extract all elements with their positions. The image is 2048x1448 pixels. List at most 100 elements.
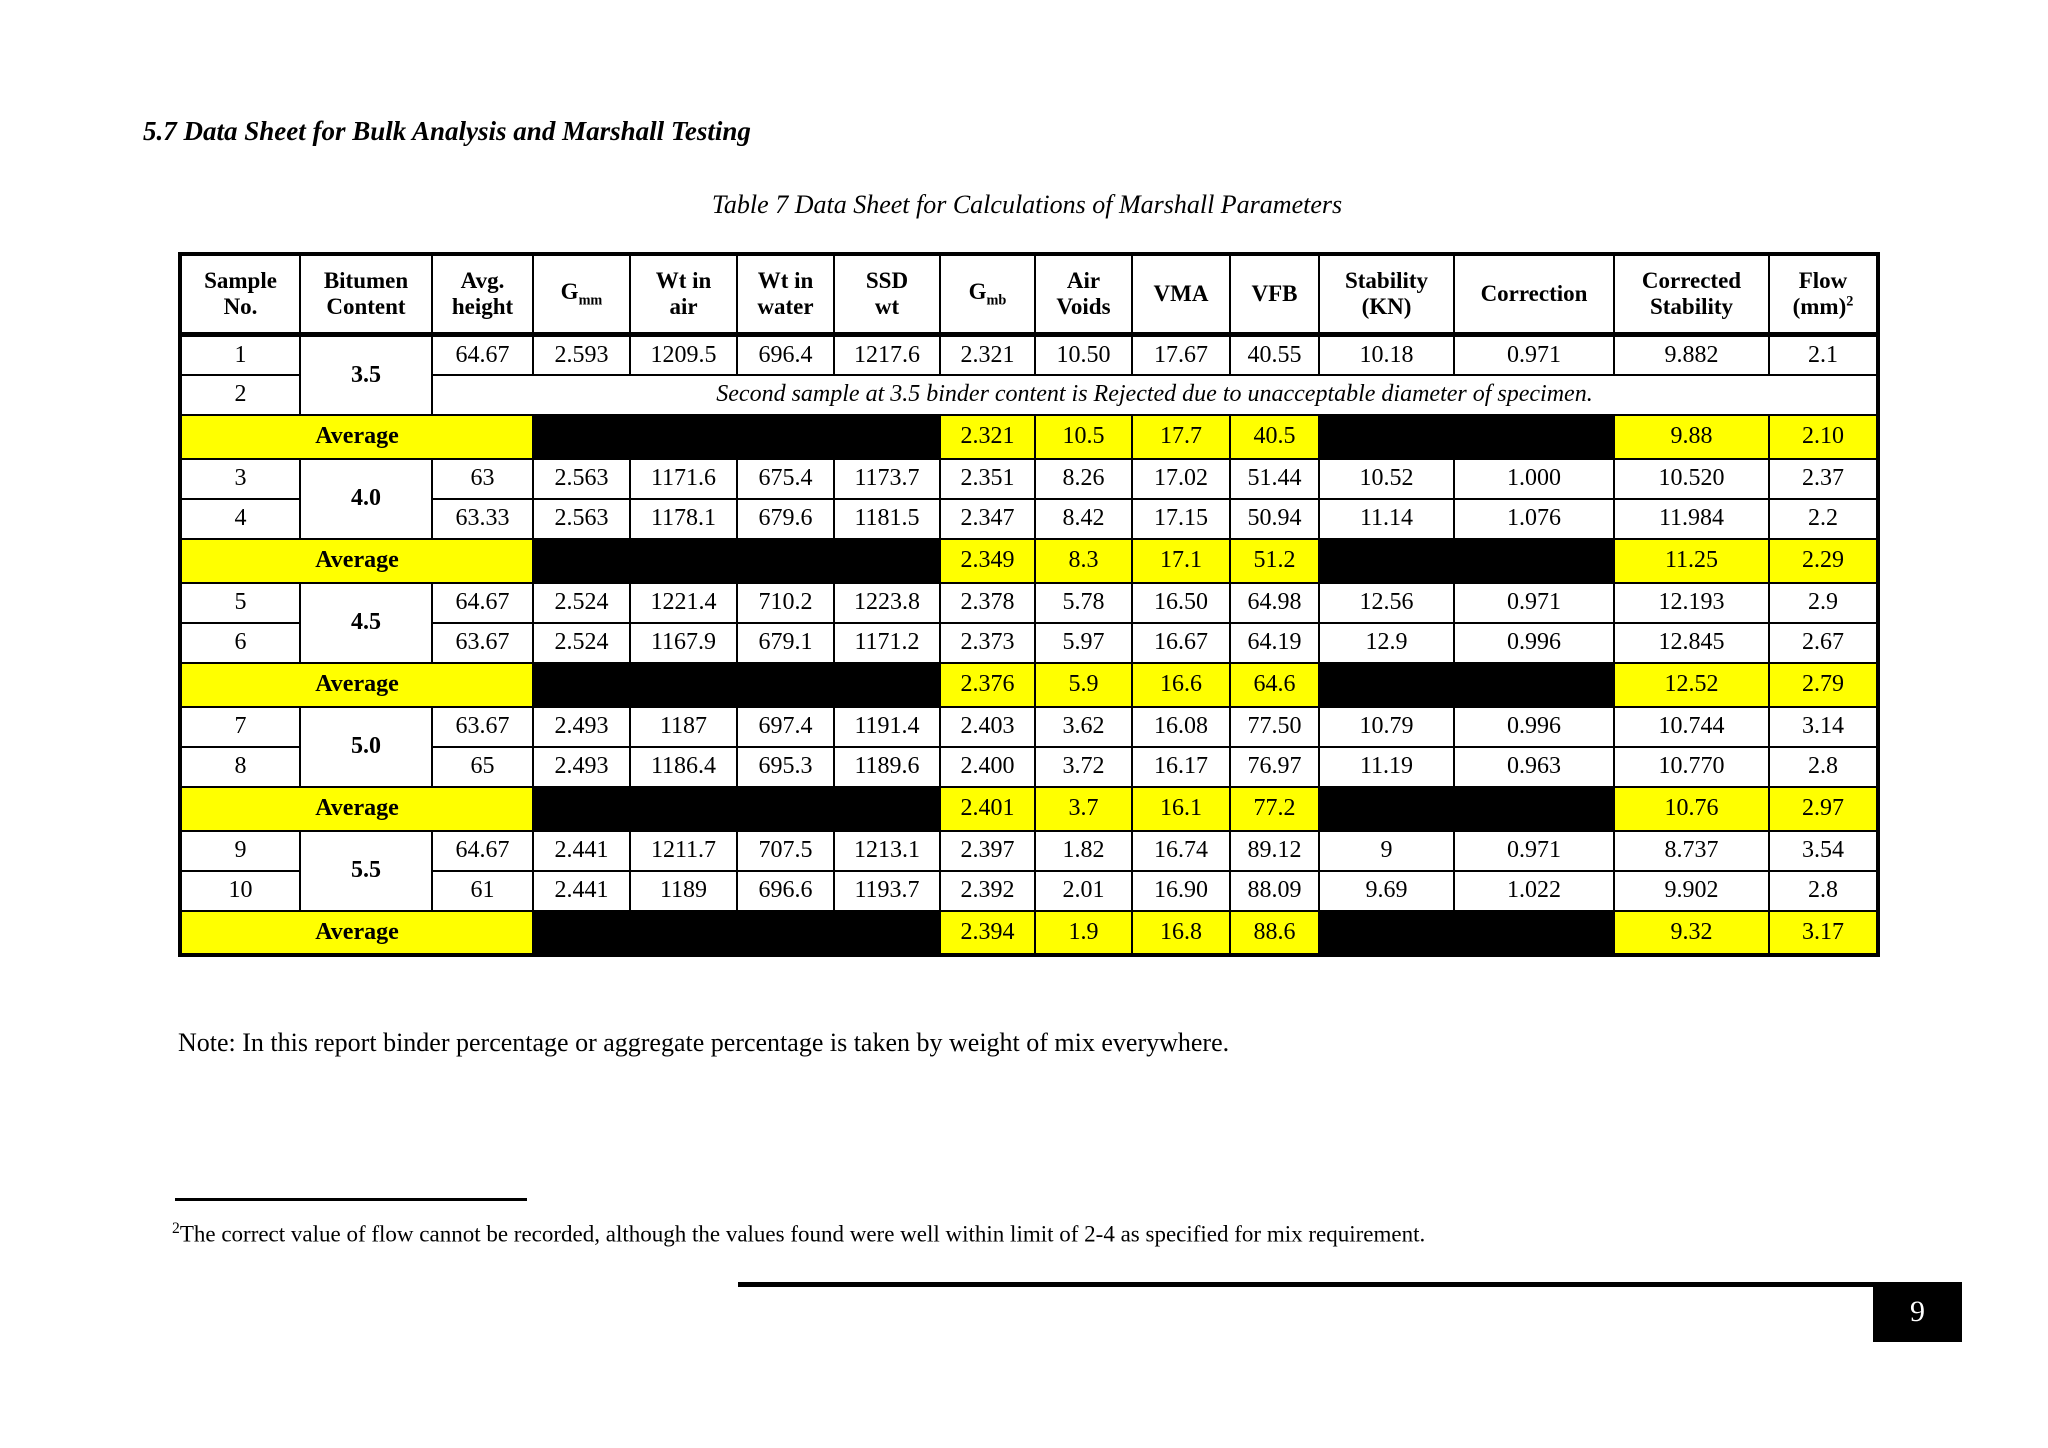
column-header: SSD wt (833, 253, 941, 337)
sample-no-cell: 2 (179, 373, 301, 416)
column-header: Gmb (939, 253, 1036, 337)
data-cell: 1211.7 (629, 829, 738, 872)
data-cell: 1186.4 (629, 745, 738, 788)
average-row: Average 2.401 3.7 16.1 77.2 10.76 2.97 (179, 785, 1879, 832)
bitumen-content-cell: 5.5 (299, 829, 433, 912)
data-cell: 76.97 (1229, 745, 1320, 788)
data-cell: 1181.5 (833, 497, 941, 540)
average-label-cell: Average (179, 537, 534, 584)
data-cell: 63 (431, 457, 534, 500)
data-cell: 16.67 (1131, 621, 1231, 664)
sample-row: 6 63.67 2.524 1167.9 679.1 1171.2 2.373 5.97 16.… (179, 621, 1879, 664)
sample-no-cell: 5 (179, 581, 301, 624)
average-value-cell: 2.97 (1768, 785, 1879, 832)
average-value-cell: 2.401 (939, 785, 1036, 832)
data-cell: 10.50 (1034, 333, 1133, 376)
average-value-cell: 11.25 (1613, 537, 1770, 584)
sample-row: 5 4.5 64.67 2.524 1221.4 710.2 1223.8 2.378 5.78… (179, 581, 1879, 664)
data-cell: 679.6 (736, 497, 835, 540)
average-row: Average 2.376 5.9 16.6 64.6 12.52 2.79 (179, 661, 1879, 708)
average-value-cell: 64.6 (1229, 661, 1320, 708)
data-cell: 64.98 (1229, 581, 1320, 624)
sample-no-cell: 10 (179, 869, 301, 912)
data-cell: 2.563 (532, 497, 631, 540)
data-cell: 12.845 (1613, 621, 1770, 664)
sample-no-cell: 6 (179, 621, 301, 664)
data-cell: 40.55 (1229, 333, 1320, 376)
data-cell: 1187 (629, 705, 738, 748)
page-number: 9 (1910, 1295, 1925, 1328)
data-cell: 1167.9 (629, 621, 738, 664)
data-cell: 2.8 (1768, 869, 1879, 912)
data-cell: 2.01 (1034, 869, 1133, 912)
column-header: Sample No. (179, 253, 301, 337)
marshall-parameters-table: Sample No. Bitumen Content Avg. height Gmm Wt i… (178, 252, 1880, 957)
data-cell: 10.744 (1613, 705, 1770, 748)
note-text: Note: In this report binder percentage o… (178, 1028, 1230, 1057)
data-cell: 1193.7 (833, 869, 941, 912)
blackout-cell (1318, 537, 1615, 584)
data-cell: 9.69 (1318, 869, 1455, 912)
page-number-box: 9 (1873, 1282, 1962, 1342)
data-cell: 696.6 (736, 869, 835, 912)
blackout-cell (532, 785, 941, 832)
data-cell: 2.441 (532, 829, 631, 872)
data-cell: 0.996 (1453, 705, 1615, 748)
data-cell: 12.193 (1613, 581, 1770, 624)
average-value-cell: 17.1 (1131, 537, 1231, 584)
column-header: Flow (mm)2 (1768, 253, 1879, 337)
data-cell: 1213.1 (833, 829, 941, 872)
data-cell: 2.8 (1768, 745, 1879, 788)
data-cell: 11.14 (1318, 497, 1455, 540)
data-cell: 9.902 (1613, 869, 1770, 912)
data-cell: 1191.4 (833, 705, 941, 748)
data-cell: 2.37 (1768, 457, 1879, 500)
sample-no-cell: 8 (179, 745, 301, 788)
data-cell: 3.54 (1768, 829, 1879, 872)
data-cell: 9.882 (1613, 333, 1770, 376)
footer-divider-line (738, 1282, 1961, 1287)
sample-row: 3 4.0 63 2.563 1171.6 675.4 1173.7 2.351 8.26 17.… (179, 457, 1879, 540)
data-cell: 1189 (629, 869, 738, 912)
blackout-cell (1318, 413, 1615, 460)
average-value-cell: 40.5 (1229, 413, 1320, 460)
section-title: 5.7 Data Sheet for Bulk Analysis and Mar… (143, 116, 751, 146)
sample-row: 4 63.33 2.563 1178.1 679.6 1181.5 2.347 8.42 17.… (179, 497, 1879, 540)
data-cell: 3.62 (1034, 705, 1133, 748)
column-header: Stability (KN) (1318, 253, 1455, 337)
data-cell: 89.12 (1229, 829, 1320, 872)
data-cell: 0.971 (1453, 581, 1615, 624)
bitumen-content-cell: 4.5 (299, 581, 433, 664)
blackout-cell (1318, 661, 1615, 708)
data-cell: 5.97 (1034, 621, 1133, 664)
data-cell: 64.67 (431, 581, 534, 624)
data-cell: 10.520 (1613, 457, 1770, 500)
data-cell: 1.000 (1453, 457, 1615, 500)
data-cell: 2.2 (1768, 497, 1879, 540)
data-cell: 2.1 (1768, 333, 1879, 376)
average-value-cell: 88.6 (1229, 909, 1320, 956)
data-cell: 1.022 (1453, 869, 1615, 912)
data-cell: 2.493 (532, 745, 631, 788)
data-cell: 1171.2 (833, 621, 941, 664)
data-cell: 63.67 (431, 705, 534, 748)
data-cell: 1223.8 (833, 581, 941, 624)
average-label-cell: Average (179, 909, 534, 956)
data-cell: 64.67 (431, 829, 534, 872)
average-value-cell: 5.9 (1034, 661, 1133, 708)
data-cell: 2.397 (939, 829, 1036, 872)
data-cell: 0.971 (1453, 333, 1615, 376)
column-header: Wt in water (736, 253, 835, 337)
bitumen-content-cell: 3.5 (299, 333, 433, 416)
data-cell: 5.78 (1034, 581, 1133, 624)
average-value-cell: 10.5 (1034, 413, 1133, 460)
average-value-cell: 17.7 (1131, 413, 1231, 460)
rejected-row: 2 Second sample at 3.5 binder content is … (179, 373, 1879, 416)
data-cell: 1.82 (1034, 829, 1133, 872)
blackout-cell (1318, 785, 1615, 832)
data-cell: 2.67 (1768, 621, 1879, 664)
footnote-body: The correct value of flow cannot be reco… (179, 1221, 1426, 1247)
data-cell: 16.74 (1131, 829, 1231, 872)
data-cell: 50.94 (1229, 497, 1320, 540)
data-cell: 10.770 (1613, 745, 1770, 788)
